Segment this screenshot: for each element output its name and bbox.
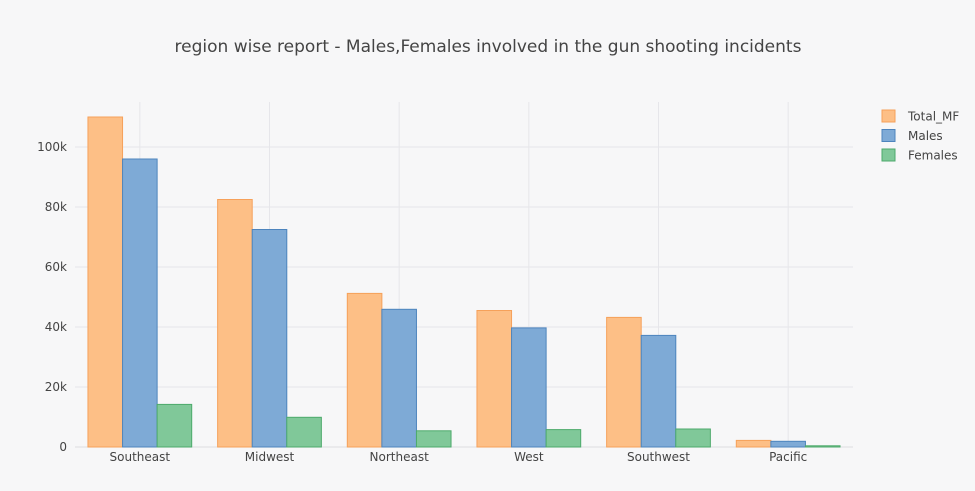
x-tick-label: Southeast — [110, 450, 171, 464]
bar-total-mf-southeast[interactable] — [87, 116, 124, 448]
legend[interactable]: Total_MF Males Females — [881, 109, 959, 163]
legend-swatch — [881, 148, 896, 162]
legend-swatch — [881, 129, 896, 142]
x-tick-label: Pacific — [769, 450, 807, 464]
chart-title: region wise report - Males,Females invol… — [175, 37, 802, 57]
legend-label: Females — [908, 149, 958, 163]
bar-females-southeast[interactable] — [156, 403, 193, 448]
bar-males-southwest[interactable] — [640, 334, 677, 448]
bar-females-midwest[interactable] — [286, 416, 322, 448]
bar-males-west[interactable] — [511, 327, 547, 448]
y-tick-label: 60k — [45, 260, 67, 274]
bar-males-northeast[interactable] — [381, 308, 417, 448]
bar-total-mf-midwest[interactable] — [217, 199, 253, 448]
bar-total-mf-northeast[interactable] — [346, 292, 383, 448]
x-tick-label: Midwest — [245, 450, 295, 464]
bar-females-southwest[interactable] — [675, 428, 711, 448]
bar-total-mf-pacific[interactable] — [735, 439, 772, 448]
legend-item-females[interactable]: Females — [881, 148, 958, 163]
bar-males-pacific[interactable] — [770, 440, 806, 448]
bars-layer — [87, 116, 841, 448]
y-tick-label: 80k — [45, 200, 67, 214]
legend-label: Males — [908, 129, 943, 143]
bar-total-mf-southwest[interactable] — [606, 316, 642, 448]
bar-males-midwest[interactable] — [251, 229, 288, 448]
axis-layer: 0 20k 40k 60k 80k 100k Southeast Midwest Northea… — [37, 140, 807, 464]
y-tick-label: 40k — [45, 320, 67, 334]
x-tick-label: Southwest — [627, 450, 690, 464]
x-tick-label: Northeast — [370, 450, 430, 464]
legend-label: Total_MF — [907, 110, 959, 124]
legend-item-males[interactable]: Males — [881, 129, 943, 143]
y-tick-label: 0 — [59, 440, 67, 454]
bar-females-pacific[interactable] — [804, 445, 841, 448]
bar-males-southeast[interactable] — [122, 158, 158, 448]
y-tick-label: 20k — [45, 380, 67, 394]
bar-females-northeast[interactable] — [415, 430, 452, 448]
bar-total-mf-west[interactable] — [476, 310, 513, 448]
y-tick-label: 100k — [37, 140, 67, 154]
grid-layer — [75, 102, 853, 448]
legend-swatch — [881, 109, 896, 123]
bar-females-west[interactable] — [545, 429, 582, 448]
legend-item-total-mf[interactable]: Total_MF — [881, 109, 959, 124]
x-tick-label: West — [514, 450, 544, 464]
